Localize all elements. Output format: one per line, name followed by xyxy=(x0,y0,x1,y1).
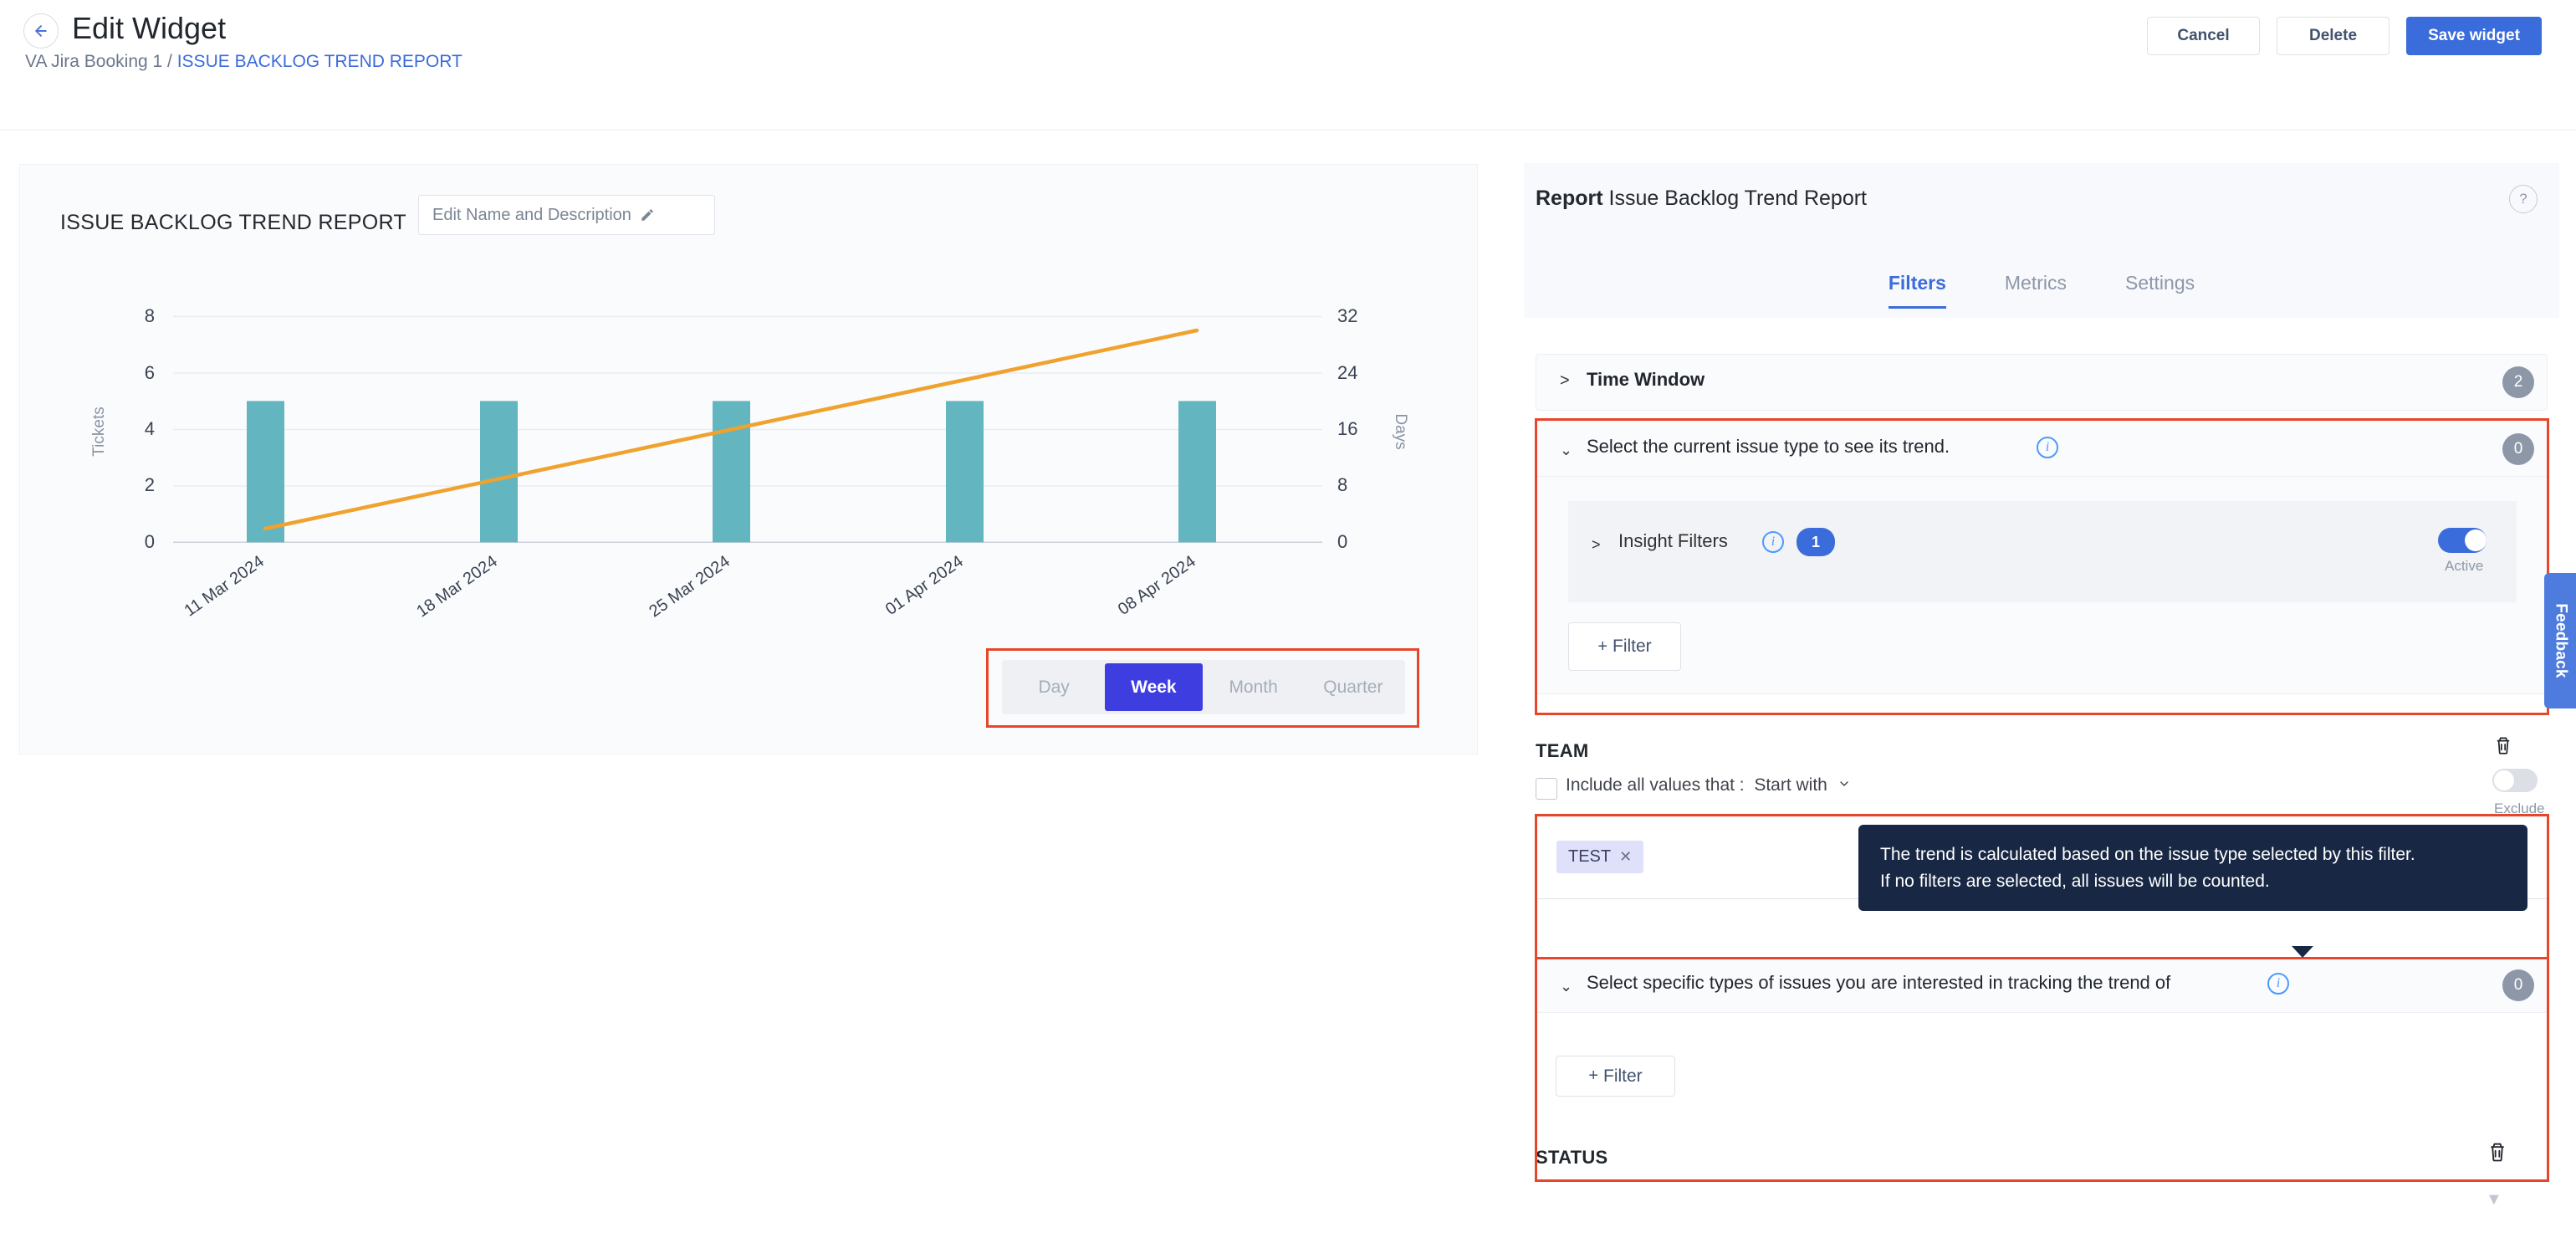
svg-text:4: 4 xyxy=(145,418,155,439)
svg-text:0: 0 xyxy=(1337,531,1347,552)
svg-text:32: 32 xyxy=(1337,305,1357,326)
svg-text:01 Apr 2024: 01 Apr 2024 xyxy=(882,552,967,619)
svg-text:24: 24 xyxy=(1337,362,1357,383)
svg-text:11 Mar 2024: 11 Mar 2024 xyxy=(181,552,267,621)
svg-text:Tickets: Tickets xyxy=(90,407,108,456)
svg-text:18 Mar 2024: 18 Mar 2024 xyxy=(413,552,501,621)
svg-text:08 Apr 2024: 08 Apr 2024 xyxy=(1115,552,1199,619)
svg-text:8: 8 xyxy=(145,305,155,326)
svg-text:16: 16 xyxy=(1337,418,1357,439)
svg-text:2: 2 xyxy=(145,474,155,495)
svg-text:8: 8 xyxy=(1337,474,1347,495)
svg-text:25 Mar 2024: 25 Mar 2024 xyxy=(646,552,733,621)
svg-text:0: 0 xyxy=(145,531,155,552)
svg-text:Days: Days xyxy=(1392,413,1409,449)
svg-text:6: 6 xyxy=(145,362,155,383)
